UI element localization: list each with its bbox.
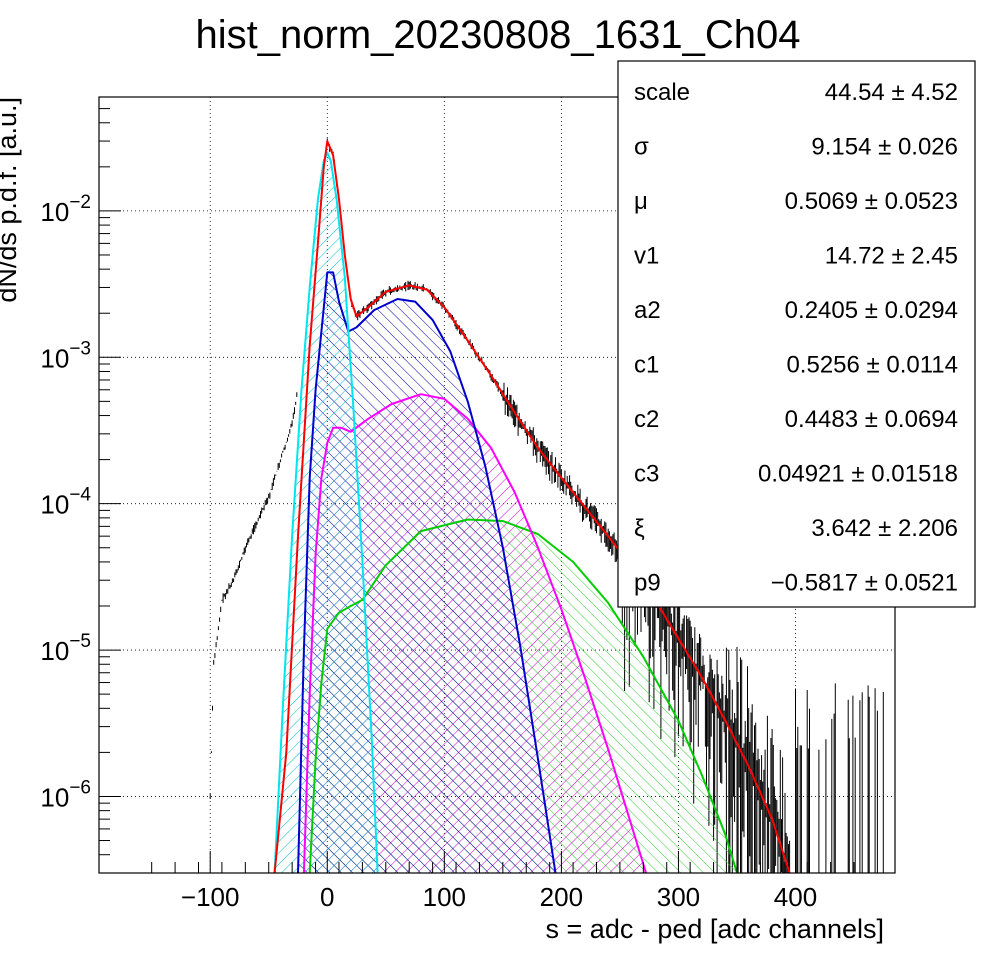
y-tick-label: 10−3 [40, 338, 91, 373]
y-tick-mantissa: 10 [40, 343, 69, 373]
y-axis-title: dN/ds p.d.f. [a.u.] [0, 97, 22, 303]
stat-value: 0.2405 ± 0.0294 [785, 297, 958, 324]
y-tick-exponent: −4 [69, 485, 91, 506]
stat-label: μ [634, 188, 648, 215]
y-tick-exponent: −5 [69, 631, 91, 652]
stat-label: v1 [634, 243, 659, 270]
y-tick-label: 10−4 [40, 485, 91, 520]
stat-value: 0.5069 ± 0.0523 [785, 188, 958, 215]
two-pe-curve [302, 393, 648, 873]
x-tick-label: 400 [774, 882, 817, 912]
y-tick-mantissa: 10 [40, 197, 69, 227]
one-pe-curve [297, 271, 557, 873]
stat-value: 0.04921 ± 0.01518 [758, 461, 958, 488]
stat-label: ξ [634, 515, 645, 542]
stat-value: 44.54 ± 4.52 [825, 79, 958, 106]
x-tick-label: −100 [181, 882, 240, 912]
y-tick-label: 10−6 [40, 777, 91, 812]
stat-value: 0.4483 ± 0.0694 [785, 406, 958, 433]
y-tick-mantissa: 10 [40, 636, 69, 666]
pedestal-curve [273, 151, 379, 873]
stat-value: 0.5256 ± 0.0114 [786, 352, 958, 379]
stat-value: −0.5817 ± 0.0521 [771, 570, 958, 597]
y-tick-label: 10−2 [40, 192, 91, 227]
stat-label: σ [634, 134, 649, 161]
stat-label: p9 [634, 570, 661, 597]
y-tick-mantissa: 10 [40, 782, 69, 812]
y-tick-label: 10−5 [40, 631, 91, 666]
three-pe-curve [308, 518, 738, 873]
stats-box: scale 44.54 ± 4.52 σ 9.154 ± 0.026 μ 0.5069 ±… [617, 60, 976, 608]
y-tick-exponent: −6 [69, 777, 91, 798]
x-tick-label: 100 [423, 882, 466, 912]
component-curves [273, 140, 791, 873]
stat-label: c3 [634, 461, 659, 488]
pedestal-fill [274, 152, 378, 873]
stat-value: 14.72 ± 2.45 [825, 243, 958, 270]
x-tick-label: 200 [540, 882, 583, 912]
x-axis-title: s = adc - ped [adc channels] [546, 914, 884, 944]
x-tick-label: 300 [657, 882, 700, 912]
stat-value: 3.642 ± 2.206 [811, 515, 958, 542]
x-tick-label: 0 [320, 882, 334, 912]
stat-label: c1 [634, 352, 659, 379]
y-tick-mantissa: 10 [40, 490, 69, 520]
y-tick-exponent: −2 [69, 192, 91, 213]
chart-title: hist_norm_20230808_1631_Ch04 [196, 13, 801, 57]
stat-label: c2 [634, 406, 659, 433]
stat-label: a2 [634, 297, 661, 324]
stat-value: 9.154 ± 0.026 [811, 134, 958, 161]
stat-label: scale [634, 79, 690, 106]
total-curve [273, 140, 791, 873]
y-tick-exponent: −3 [69, 338, 91, 359]
